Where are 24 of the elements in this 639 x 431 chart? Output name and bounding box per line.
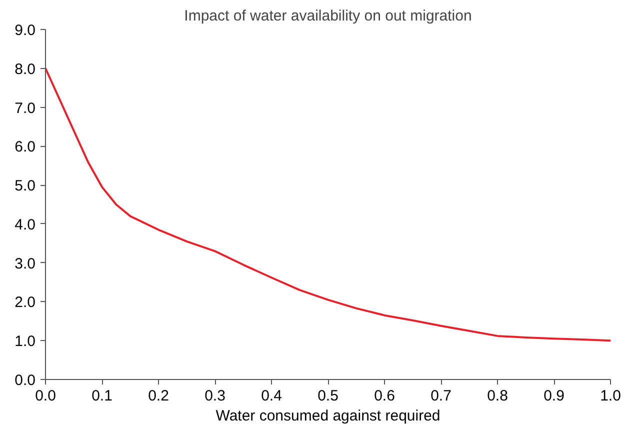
y-tick-label: 3.0	[14, 255, 36, 272]
y-tick-label: 5.0	[14, 178, 36, 195]
x-tick-label: 0.3	[204, 388, 226, 404]
x-tick-label: 1.0	[600, 388, 621, 404]
y-tick-label: 6.0	[14, 138, 36, 156]
x-axis-title: Water consumed against required	[216, 408, 440, 424]
y-tick-label: 9.0	[14, 22, 36, 39]
x-tick-label: 0.8	[487, 388, 508, 404]
x-tick-label: 0.0	[35, 388, 56, 404]
y-tick-label: 2.0	[14, 294, 36, 312]
y-tick-label: 1.0	[14, 333, 36, 350]
y-tick-label: 8.0	[14, 60, 36, 78]
x-tick-label: 0.5	[318, 388, 338, 404]
y-tick-label: 0.0	[14, 372, 36, 389]
x-tick-label: 0.4	[261, 388, 282, 404]
x-tick-label: 0.1	[92, 388, 112, 404]
chart-title: Impact of water availability on out migration	[184, 8, 472, 24]
x-tick-label: 0.6	[374, 388, 395, 404]
x-tick-label: 0.9	[544, 388, 564, 404]
x-tick-label: 0.7	[430, 388, 452, 404]
y-tick-label: 4.0	[14, 216, 36, 234]
x-tick-label: 0.2	[148, 388, 169, 404]
y-tick-label: 7.0	[14, 100, 36, 117]
line-series	[46, 67, 610, 342]
